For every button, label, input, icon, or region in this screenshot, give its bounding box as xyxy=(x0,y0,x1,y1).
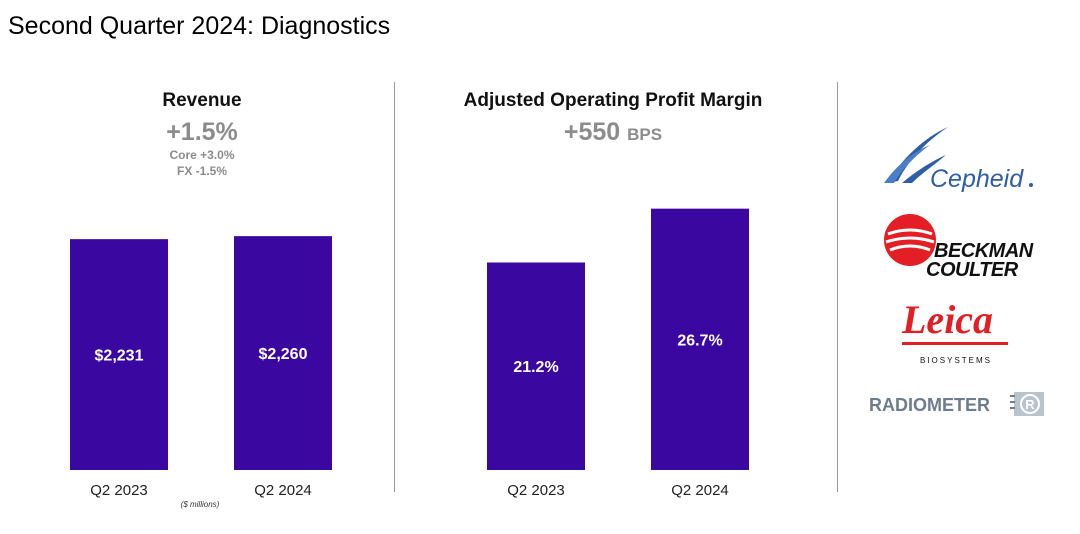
beckman-line2: COULTER xyxy=(926,259,1018,281)
leica-underline xyxy=(902,342,1008,345)
revenue-tick-label-2: Q2 2024 xyxy=(254,482,312,499)
cepheid-text: Cepheid xyxy=(930,165,1024,193)
margin-bar-2 xyxy=(651,208,749,470)
margin-change-value: +550 xyxy=(563,118,621,146)
margin-bar-1 xyxy=(487,262,585,470)
cepheid-dot xyxy=(1029,183,1033,187)
units-note: ($ millions) xyxy=(180,500,220,509)
cepheid-swoosh-icon xyxy=(884,127,948,183)
margin-tick-label-2: Q2 2024 xyxy=(671,482,729,499)
leica-logo: Leica BIOSYSTEMS xyxy=(880,297,1030,368)
revenue-bar-2 xyxy=(234,236,332,470)
margin-header: Adjusted Operating Profit Margin +550 BP… xyxy=(410,90,816,147)
revenue-fx: FX -1.5% xyxy=(176,164,227,178)
margin-bar-label-2: 26.7% xyxy=(677,332,722,349)
revenue-core: Core +3.0% xyxy=(169,148,235,162)
radiometer-logo: RADIOMETER R xyxy=(869,390,1059,420)
beckman-line1: BECKMAN xyxy=(934,240,1033,262)
revenue-bar-label-1: $2,231 xyxy=(95,348,144,365)
beckman-coulter-logo: BECKMAN COULTER xyxy=(882,212,1042,282)
divider-right xyxy=(837,82,838,492)
revenue-bar-1 xyxy=(70,239,168,470)
revenue-title: Revenue xyxy=(162,90,242,111)
revenue-header: Revenue +1.5% Core +3.0% FX -1.5% xyxy=(70,90,334,179)
revenue-bar-label-2: $2,260 xyxy=(259,346,308,363)
radiometer-text: RADIOMETER xyxy=(869,395,990,415)
beckman-globe-icon xyxy=(884,214,936,266)
margin-bar-label-1: 21.2% xyxy=(513,359,558,376)
margin-tick-label-1: Q2 2023 xyxy=(507,482,565,499)
page-title: Second Quarter 2024: Diagnostics xyxy=(8,12,391,40)
svg-text:R: R xyxy=(1025,397,1035,412)
radiometer-r-icon: R xyxy=(1010,392,1044,416)
cepheid-logo: Cepheid xyxy=(880,125,1050,195)
margin-change-unit: BPS xyxy=(627,125,663,144)
revenue-tick-label-1: Q2 2023 xyxy=(90,482,148,499)
margin-change: +550 BPS xyxy=(410,118,816,147)
leica-text: Leica xyxy=(902,297,994,342)
revenue-change: +1.5% xyxy=(166,118,238,146)
leica-sub: BIOSYSTEMS xyxy=(920,356,993,365)
divider-left xyxy=(394,82,395,492)
margin-title: Adjusted Operating Profit Margin xyxy=(463,90,763,111)
